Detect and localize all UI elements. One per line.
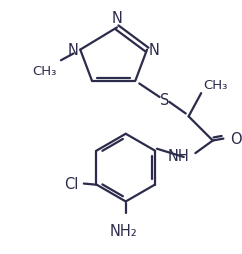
- Text: N: N: [149, 43, 160, 58]
- Text: CH₃: CH₃: [203, 79, 227, 92]
- Text: O: O: [230, 132, 242, 147]
- Text: Cl: Cl: [64, 176, 78, 191]
- Text: S: S: [160, 93, 169, 108]
- Text: NH₂: NH₂: [110, 223, 138, 238]
- Text: NH: NH: [168, 149, 189, 164]
- Text: N: N: [68, 43, 78, 58]
- Text: CH₃: CH₃: [33, 65, 57, 78]
- Text: N: N: [112, 11, 122, 26]
